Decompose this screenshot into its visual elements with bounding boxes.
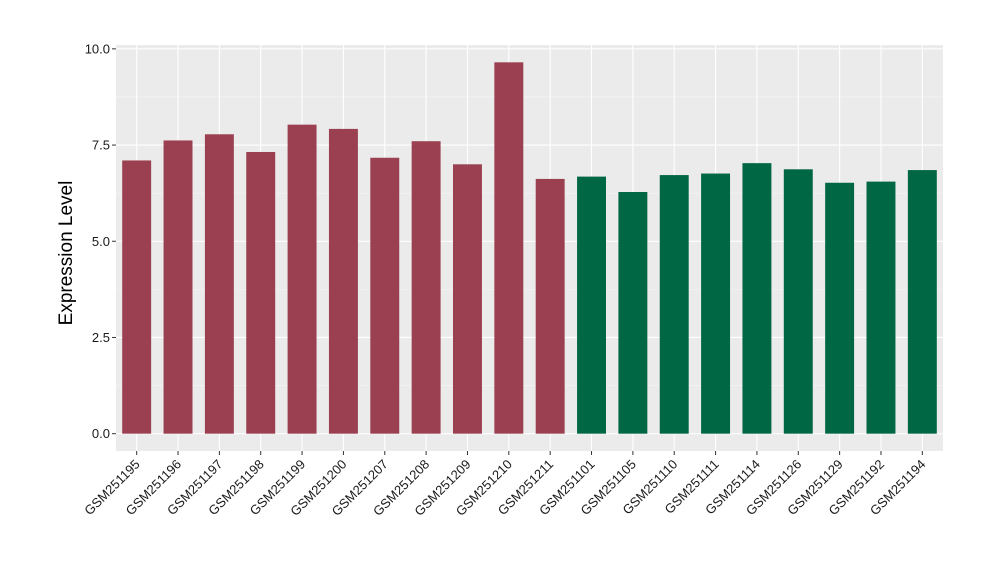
bar-GSM251101	[577, 176, 606, 434]
bar-GSM251196	[163, 140, 193, 434]
y-axis-title: Expression Level	[56, 181, 77, 326]
y-tick-label: 5.0	[92, 234, 110, 249]
bar-GSM251192	[866, 181, 896, 434]
bar-GSM251211	[535, 178, 565, 434]
bars	[122, 62, 937, 434]
bar-GSM251200	[328, 128, 358, 434]
bar-GSM251210	[494, 62, 524, 434]
y-axis: 0.0 2.5 5.0 7.5 10.0	[85, 41, 116, 441]
plot-panel	[116, 45, 943, 451]
x-axis: GSM251195GSM251196GSM251197GSM251198GSM2…	[81, 451, 928, 519]
y-tick-label: 0.0	[92, 426, 110, 441]
bar-GSM251110	[659, 175, 689, 434]
y-tick-label: 7.5	[92, 138, 110, 153]
bar-GSM251207	[370, 157, 400, 434]
y-tick-label: 2.5	[92, 330, 110, 345]
bar-GSM251114	[742, 163, 772, 434]
bar-GSM251194	[907, 170, 937, 434]
y-tick-label: 10.0	[85, 41, 110, 56]
bar-GSM251198	[246, 151, 276, 434]
bar-GSM251126	[783, 169, 813, 434]
bar-GSM251208	[411, 141, 441, 434]
bar-GSM251199	[287, 124, 317, 434]
bar-GSM251111	[701, 173, 731, 434]
bar-GSM251197	[204, 134, 234, 434]
bar-GSM251105	[618, 192, 648, 434]
bar-GSM251195	[122, 160, 152, 434]
bar-GSM251129	[825, 182, 855, 434]
bar-GSM251209	[453, 164, 482, 434]
